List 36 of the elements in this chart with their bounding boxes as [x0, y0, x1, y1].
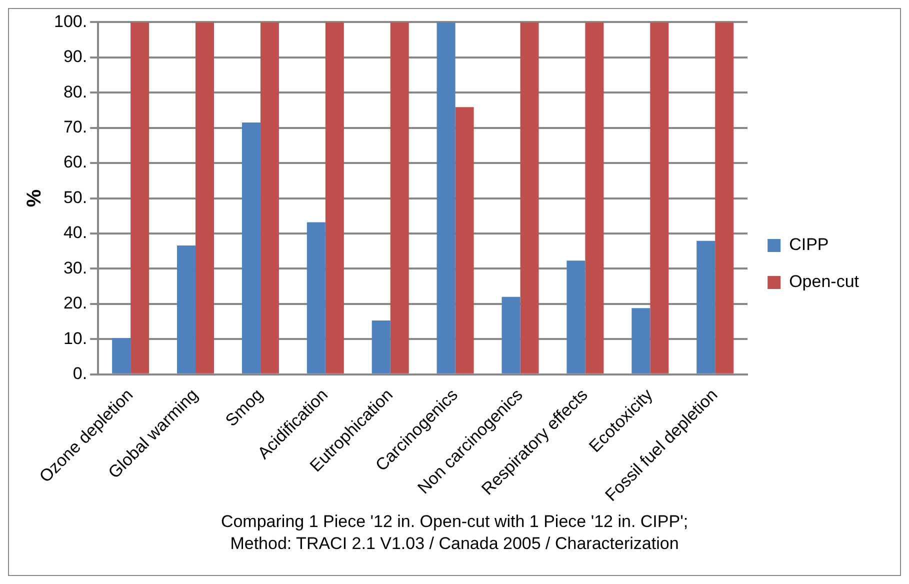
- y-axis-title: %: [24, 189, 46, 208]
- bar: [130, 22, 150, 374]
- y-tick-label: 30.: [63, 258, 88, 278]
- bar: [715, 22, 734, 374]
- bar: [306, 222, 326, 374]
- bar: [632, 308, 650, 374]
- y-tick-label: 50.: [63, 188, 88, 207]
- text: Comparing 1 Piece '12 in. Open-cut with 1 Piece '12 in. CIPP';: [220, 511, 690, 533]
- bar: [502, 296, 520, 374]
- bar: [196, 22, 214, 374]
- y-tick-label: 10.: [63, 328, 88, 348]
- bar: [177, 245, 196, 374]
- y-tick-label: 40.: [63, 223, 88, 242]
- bar: [650, 22, 669, 374]
- bar: [390, 22, 409, 374]
- y-tick-label: 20.: [63, 294, 88, 313]
- legend-label: Open-cut: [789, 272, 860, 292]
- y-tick-label: 80.: [63, 82, 88, 102]
- bar: [242, 122, 260, 374]
- bar: [455, 107, 474, 374]
- text: Method: TRACI 2.1 V1.03 / Canada 2005 / Characterization: [229, 533, 680, 555]
- bar: [260, 22, 279, 374]
- bar: [436, 22, 456, 374]
- legend-label: CIPP: [789, 235, 829, 254]
- bar: [372, 320, 390, 374]
- bar: [585, 22, 604, 374]
- y-tick-label: 90.: [63, 47, 88, 66]
- bar: [325, 22, 344, 374]
- bar: [520, 22, 539, 374]
- y-tick-label: 100.: [54, 12, 88, 31]
- y-tick-label: 60.: [63, 152, 88, 172]
- bar: [566, 260, 586, 374]
- y-tick-label: 0.: [72, 364, 88, 384]
- y-tick-label: 70.: [63, 118, 88, 137]
- bar: [112, 338, 131, 374]
- bar: [696, 240, 716, 374]
